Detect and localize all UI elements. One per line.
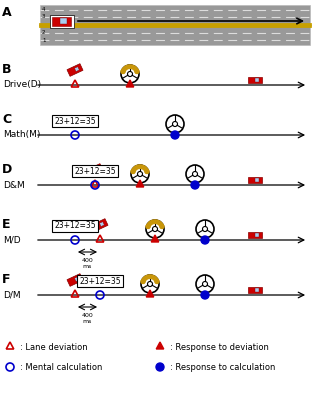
Bar (255, 78, 259, 82)
Text: F: F (2, 273, 10, 286)
Bar (92, 219, 108, 231)
Polygon shape (126, 80, 134, 87)
Text: D: D (2, 163, 12, 176)
Bar (60, 18, 67, 24)
Circle shape (171, 131, 179, 139)
Bar (248, 177, 262, 183)
Circle shape (121, 70, 125, 74)
Circle shape (146, 224, 150, 228)
Text: : Response to deviation: : Response to deviation (170, 342, 269, 352)
Bar (74, 67, 79, 72)
Bar (255, 178, 259, 182)
Bar (248, 287, 262, 293)
Bar (100, 222, 104, 226)
Text: D/M: D/M (3, 290, 20, 300)
Text: : Lane deviation: : Lane deviation (20, 342, 88, 352)
Text: 3: 3 (42, 14, 45, 20)
Bar (52, 17, 71, 26)
Bar (40, 5, 310, 45)
Polygon shape (151, 235, 159, 242)
Circle shape (131, 170, 135, 174)
Bar (87, 164, 103, 176)
Polygon shape (136, 180, 144, 187)
Text: M/D: M/D (3, 236, 20, 244)
Polygon shape (146, 290, 154, 297)
Text: 4: 4 (42, 7, 45, 12)
Text: 400
ms: 400 ms (82, 258, 93, 269)
Circle shape (201, 291, 209, 299)
Circle shape (155, 280, 159, 284)
Bar (67, 64, 83, 76)
Text: C: C (2, 113, 11, 126)
Text: : Response to calculation: : Response to calculation (170, 362, 275, 372)
Circle shape (160, 224, 164, 228)
Bar (248, 77, 262, 83)
Text: 400
ms: 400 ms (82, 313, 93, 324)
Text: 23+12=35: 23+12=35 (79, 276, 121, 286)
Text: D&M: D&M (3, 180, 25, 190)
Text: 23+12=35: 23+12=35 (74, 166, 116, 176)
Polygon shape (156, 342, 164, 349)
Text: 1: 1 (42, 38, 45, 43)
Text: E: E (2, 218, 10, 231)
Bar (94, 167, 99, 172)
Circle shape (201, 236, 209, 244)
Circle shape (156, 363, 164, 371)
Bar (255, 288, 259, 292)
Text: A: A (2, 6, 12, 19)
Bar (50, 15, 74, 28)
Bar (74, 277, 79, 282)
Bar (255, 233, 259, 237)
Circle shape (141, 280, 145, 284)
Text: Drive(D): Drive(D) (3, 80, 41, 90)
Text: 23+12=35: 23+12=35 (54, 116, 96, 126)
Text: 23+12=35: 23+12=35 (54, 222, 96, 230)
Text: Math(M): Math(M) (3, 130, 40, 140)
Text: B: B (2, 63, 12, 76)
Bar (67, 274, 83, 286)
Circle shape (145, 170, 149, 174)
Circle shape (191, 181, 199, 189)
Bar (248, 232, 262, 238)
Text: 2: 2 (42, 30, 45, 36)
Text: : Mental calculation: : Mental calculation (20, 362, 102, 372)
Circle shape (135, 70, 139, 74)
